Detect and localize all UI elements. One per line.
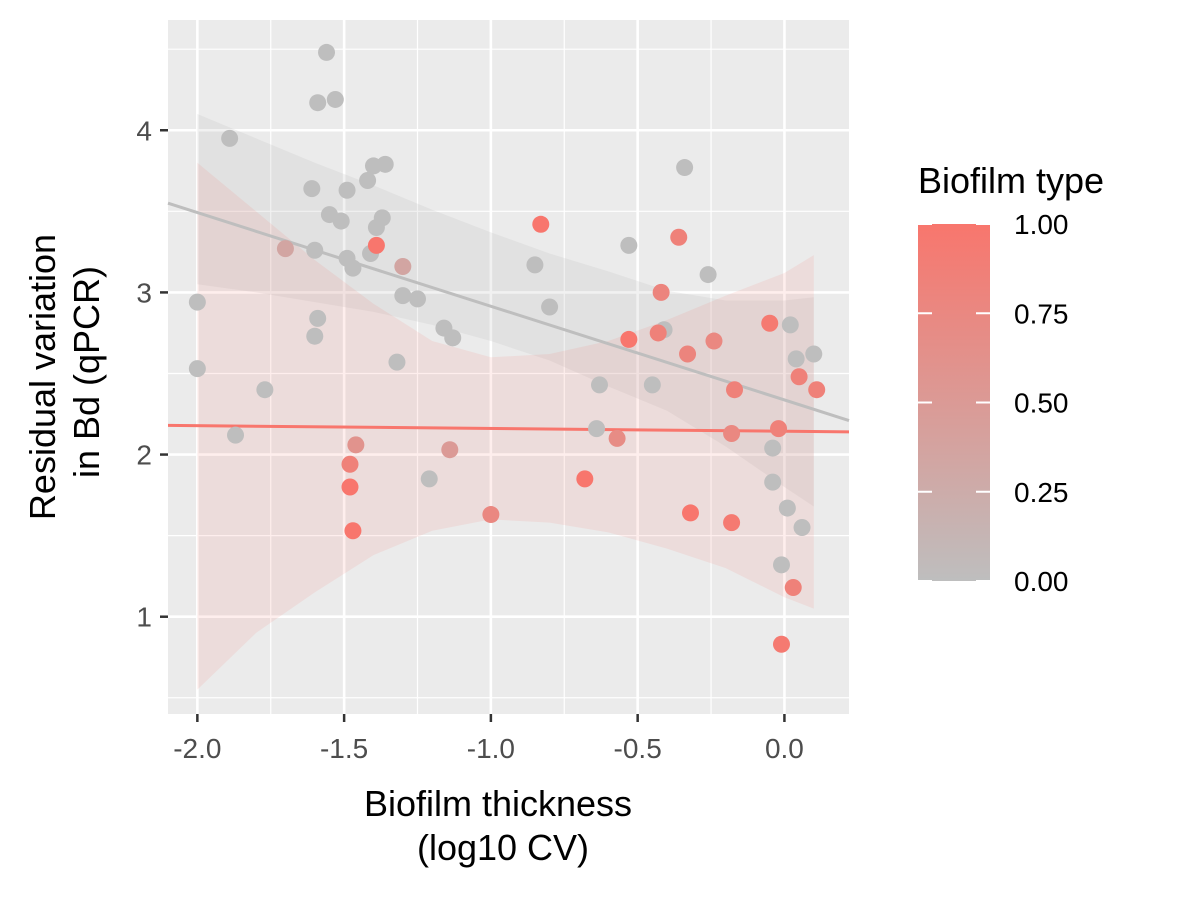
data-point — [576, 470, 594, 488]
legend-label: 0.25 — [1014, 477, 1069, 508]
data-point — [681, 504, 699, 522]
legend-ticks: 1.00 0.75 0.50 0.25 0.00 — [918, 209, 1069, 597]
data-point — [608, 429, 626, 447]
x-tick-label: -2.0 — [173, 733, 221, 764]
legend-title: Biofilm type — [918, 160, 1104, 201]
data-point — [347, 436, 365, 454]
data-point — [444, 329, 462, 347]
data-point — [784, 579, 802, 597]
data-point — [793, 519, 811, 537]
data-point — [388, 353, 406, 371]
confidence-band-type-1 — [197, 162, 814, 690]
data-point — [772, 556, 790, 574]
data-point — [221, 129, 239, 147]
data-point — [256, 381, 274, 399]
data-point — [805, 345, 823, 363]
data-point — [699, 266, 717, 284]
data-point — [620, 330, 638, 348]
legend-label: 0.00 — [1014, 566, 1069, 597]
data-point — [588, 420, 606, 438]
data-point — [309, 94, 327, 112]
y-axis: 1 2 3 4 — [136, 115, 168, 633]
data-point — [341, 478, 359, 496]
x-tick-label: -1.5 — [320, 733, 368, 764]
data-point — [367, 236, 385, 254]
data-point — [652, 283, 670, 301]
data-points — [188, 43, 826, 653]
data-point — [723, 514, 741, 532]
data-point — [670, 228, 688, 246]
plot-panel — [168, 20, 849, 714]
data-point — [541, 298, 559, 316]
x-tick-label: 0.0 — [765, 733, 804, 764]
data-point — [332, 212, 350, 230]
data-point — [726, 381, 744, 399]
data-point — [649, 324, 667, 342]
data-point — [441, 441, 459, 459]
data-point — [778, 499, 796, 517]
data-point — [764, 473, 782, 491]
data-point — [790, 368, 808, 386]
y-axis-title-line-2: in Bd (qPCR) — [66, 266, 107, 478]
data-point — [761, 314, 779, 332]
data-point — [482, 506, 500, 524]
data-point — [306, 241, 324, 259]
data-point — [394, 287, 412, 305]
data-point — [359, 172, 377, 190]
data-point — [188, 293, 206, 311]
data-point — [344, 259, 362, 277]
data-point — [643, 376, 661, 394]
data-point — [344, 522, 362, 540]
data-point — [772, 635, 790, 653]
data-point — [318, 43, 336, 61]
data-point — [723, 424, 741, 442]
legend: Biofilm type 1.00 0.75 0.50 0.25 0.00 — [918, 160, 1104, 597]
data-point — [532, 215, 550, 233]
data-point — [808, 381, 826, 399]
data-point — [787, 350, 805, 368]
data-point — [409, 290, 427, 308]
y-axis-title: Residual variation in Bd (qPCR) — [22, 224, 107, 520]
legend-label: 0.50 — [1014, 388, 1069, 419]
x-axis-title-line-1: Biofilm thickness — [364, 783, 632, 824]
data-point — [781, 316, 799, 334]
data-point — [188, 360, 206, 378]
x-axis-title-line-2: (log10 CV) — [417, 827, 589, 868]
data-point — [526, 256, 544, 274]
data-point — [770, 420, 788, 438]
data-point — [306, 327, 324, 345]
data-point — [276, 240, 294, 258]
data-point — [326, 90, 344, 108]
data-point — [394, 257, 412, 275]
y-tick-label: 3 — [136, 277, 152, 308]
x-tick-label: -0.5 — [614, 733, 662, 764]
data-point — [620, 236, 638, 254]
data-point — [705, 332, 723, 350]
data-point — [764, 439, 782, 457]
x-tick-label: -1.0 — [467, 733, 515, 764]
data-point — [367, 219, 385, 237]
y-tick-label: 2 — [136, 440, 152, 471]
data-point — [227, 426, 245, 444]
data-point — [338, 181, 356, 199]
y-tick-label: 1 — [136, 602, 152, 633]
legend-label: 1.00 — [1014, 209, 1069, 240]
data-point — [376, 155, 394, 173]
data-point — [590, 376, 608, 394]
legend-label: 0.75 — [1014, 298, 1069, 329]
x-axis-title: Biofilm thickness (log10 CV) — [364, 783, 642, 868]
data-point — [676, 159, 694, 177]
y-axis-title-line-1: Residual variation — [22, 234, 63, 520]
x-axis: -2.0 -1.5 -1.0 -0.5 0.0 — [173, 714, 804, 764]
data-point — [341, 455, 359, 473]
data-point — [303, 180, 321, 198]
y-tick-label: 4 — [136, 115, 152, 146]
data-point — [679, 345, 697, 363]
data-point — [420, 470, 438, 488]
data-point — [309, 309, 327, 327]
